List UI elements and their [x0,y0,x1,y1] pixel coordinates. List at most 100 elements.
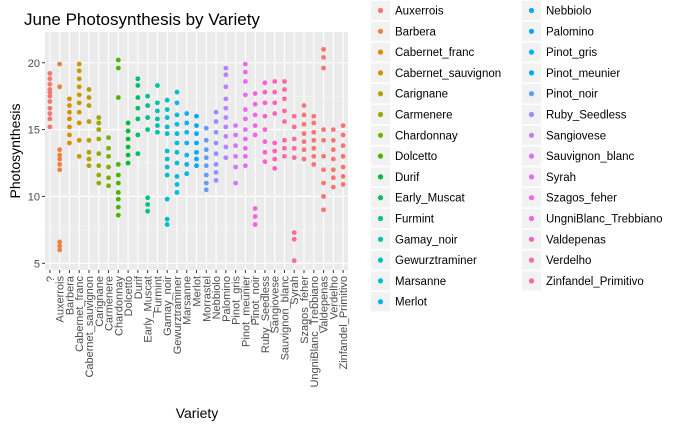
legend-item: Gewurztraminer [371,250,477,270]
data-point [174,89,180,95]
data-point [57,247,63,253]
grid [45,32,348,270]
data-point [96,120,102,126]
data-point [340,153,346,159]
data-point [291,124,297,130]
y-axis-title: Photosynthesis [7,104,23,199]
data-point [155,116,160,122]
data-point [47,71,53,76]
data-point [155,83,160,88]
data-point [311,153,317,159]
data-point [233,132,238,138]
data-point [291,113,297,119]
data-point [272,79,278,84]
data-point [203,172,209,178]
data-point [164,107,170,112]
data-point [184,111,190,116]
data-point [282,96,287,102]
data-point [135,151,141,157]
data-point [115,172,121,178]
data-point [291,230,297,235]
y-tick-label: 15 [28,125,40,137]
y-tick-label: 10 [28,191,40,203]
data-point [145,202,151,207]
data-point [76,76,82,82]
data-point [86,87,92,92]
x-tick-label: Marsanne [182,276,194,325]
x-tick-label: Barbera [64,275,76,315]
data-point [145,127,151,133]
data-point [47,124,53,130]
data-point [291,258,297,264]
data-point [76,84,82,90]
x-tick-label: Syrah [289,276,301,305]
data-point [321,55,326,60]
data-point [164,97,170,103]
x-tick-label: Sauvignon_blanc [279,276,291,361]
data-point [252,101,258,107]
data-point [174,190,180,195]
legend-item: Gamay_noir [371,229,458,249]
legend-label: Syrah [546,172,576,184]
data-point [164,222,170,227]
data-point [242,107,248,112]
data-point [135,76,141,82]
data-point [223,115,229,120]
legend-item: Valdepenas [522,229,606,249]
data-point [194,163,199,169]
data-point [125,160,131,166]
data-point [135,95,141,100]
data-point [57,147,63,153]
data-point [67,124,72,130]
data-point [233,123,238,128]
legend-label: Pinot_gris [546,47,597,59]
data-point [282,79,287,84]
chart-title: June Photosynthesis by Variety [24,10,260,29]
legend-marker [528,28,535,34]
data-point [194,131,199,137]
data-point [223,96,229,102]
data-point [213,129,219,135]
data-point [321,194,326,199]
data-point [262,89,268,95]
data-point [262,127,268,133]
legend-label: Szagos_feher [546,193,617,205]
legend: Auxerrois Barbera Cabernet_franc Cabernet_s… [371,1,663,312]
legend-marker [377,132,384,138]
data-point [330,184,336,190]
legend-marker [377,195,384,201]
legend-label: Marsanne [395,276,446,288]
data-point [125,128,131,134]
data-point [340,182,346,187]
data-point [57,84,63,90]
x-tick-label: Szagos_feher [299,276,311,344]
legend-marker [528,153,535,159]
data-point [272,89,278,95]
data-point [262,113,268,119]
data-point [242,61,248,67]
data-point [86,119,92,124]
data-point [86,149,92,155]
legend-label: Verdelho [546,255,591,267]
data-point [106,153,111,159]
data-point [213,109,219,115]
data-point [125,120,131,126]
legend-label: Carignane [395,89,448,101]
data-point [145,93,151,99]
data-point [321,167,326,173]
legend-item: UngniBlanc_Trebbiano [522,209,663,228]
data-point [330,127,336,133]
data-point [67,109,72,115]
data-point [106,175,111,181]
data-point [321,46,326,52]
legend-label: Carmenere [395,110,453,122]
data-point [213,178,219,183]
data-point [272,100,278,106]
y-axis: 5 10 15 20 [28,58,45,270]
data-point [115,196,121,202]
data-point [252,206,258,211]
data-point [311,129,317,135]
data-point [155,108,160,114]
legend-marker [377,174,384,180]
legend-item: Sauvignon_blanc [522,146,634,166]
